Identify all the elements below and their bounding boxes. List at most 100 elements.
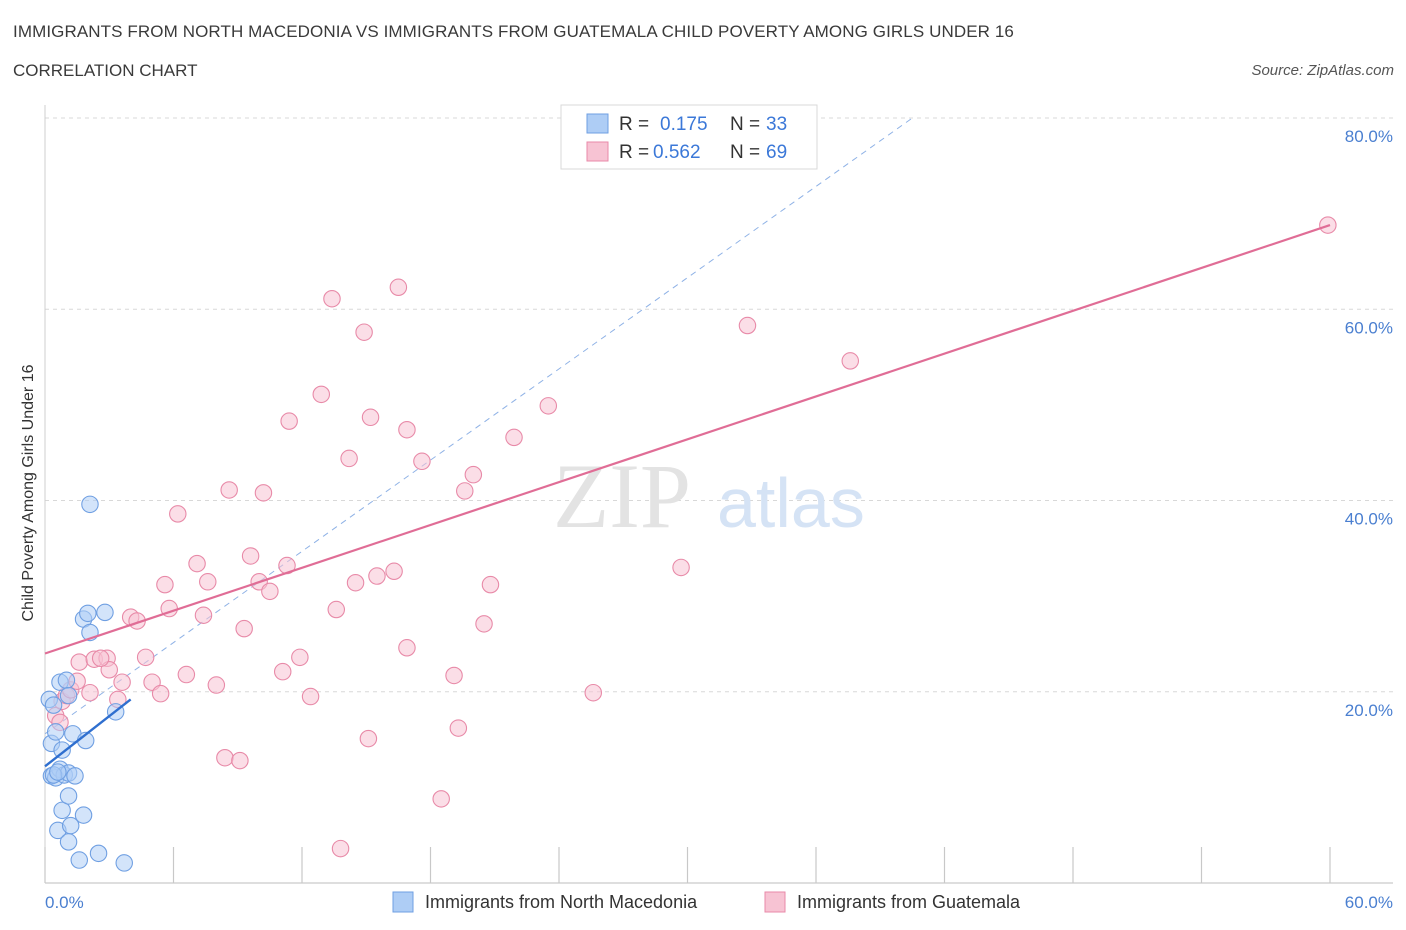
point-blue-12 (54, 742, 70, 758)
trend-line-pink (45, 225, 1330, 653)
point-pink-48 (369, 568, 385, 584)
point-pink-24 (200, 574, 216, 590)
point-pink-43 (341, 450, 357, 466)
point-pink-64 (673, 559, 689, 575)
point-pink-36 (281, 413, 297, 429)
point-blue-23 (60, 788, 76, 804)
point-pink-6 (71, 654, 87, 670)
point-pink-27 (221, 482, 237, 498)
legend-n-value-blue: 33 (766, 114, 787, 135)
y-tick-label-40: 40.0% (1345, 510, 1393, 529)
point-pink-58 (465, 466, 481, 482)
point-blue-8 (97, 604, 113, 620)
reference-dashed-line (45, 118, 912, 734)
legend-swatch-blue (587, 114, 608, 133)
point-pink-47 (362, 409, 378, 425)
point-pink-39 (313, 386, 329, 402)
y-tick-labels: 20.0% 40.0% 60.0% 80.0% (1345, 127, 1393, 720)
series-guatemala-points (48, 217, 1337, 857)
legend-swatch-pink (587, 142, 608, 161)
watermark: ZIP atlas (553, 445, 865, 547)
point-blue-4 (60, 687, 76, 703)
point-pink-28 (232, 752, 248, 768)
point-pink-34 (275, 663, 291, 679)
point-blue-11 (48, 724, 64, 740)
point-pink-26 (217, 750, 233, 766)
point-pink-38 (302, 688, 318, 704)
point-pink-54 (433, 791, 449, 807)
point-blue-32 (50, 764, 66, 780)
point-pink-56 (450, 720, 466, 736)
point-pink-51 (399, 640, 415, 656)
point-pink-18 (157, 576, 173, 592)
y-axis-title: Child Poverty Among Girls Under 16 (20, 364, 37, 621)
point-pink-68 (92, 650, 108, 666)
legend-r-value-pink: 0.562 (653, 142, 701, 163)
series-legend-label-pink: Immigrants from Guatemala (797, 892, 1021, 912)
grid-lines (45, 118, 1393, 692)
point-blue-6 (80, 605, 96, 621)
legend-r-label-blue: R = (619, 114, 649, 135)
reference-line (45, 118, 912, 734)
point-pink-46 (360, 730, 376, 746)
x-tick-label-min: 0.0% (45, 893, 84, 912)
point-pink-33 (262, 583, 278, 599)
y-tick-label-80: 80.0% (1345, 127, 1393, 146)
point-pink-44 (347, 575, 363, 591)
point-pink-62 (540, 398, 556, 414)
point-pink-15 (137, 649, 153, 665)
point-pink-20 (170, 506, 186, 522)
y-tick-label-60: 60.0% (1345, 318, 1393, 337)
correlation-legend: R = 0.175 N = 33 R = 0.562 N = 69 (561, 105, 817, 169)
point-pink-22 (189, 555, 205, 571)
point-blue-3 (58, 672, 74, 688)
point-pink-45 (356, 324, 372, 340)
point-pink-53 (414, 453, 430, 469)
series-legend: Immigrants from North Macedonia Immigran… (393, 892, 1021, 912)
series-legend-label-blue: Immigrants from North Macedonia (425, 892, 698, 912)
legend-n-label-blue: N = (730, 114, 760, 135)
point-pink-21 (178, 666, 194, 682)
legend-r-value-blue: 0.175 (660, 114, 708, 135)
point-pink-57 (457, 483, 473, 499)
point-pink-63 (585, 685, 601, 701)
point-blue-28 (71, 852, 87, 868)
point-pink-17 (152, 685, 168, 701)
point-pink-29 (236, 620, 252, 636)
legend-r-label-pink: R = (619, 142, 649, 163)
point-pink-59 (476, 616, 492, 632)
legend-n-label-pink: N = (730, 142, 760, 163)
point-blue-30 (116, 855, 132, 871)
point-pink-42 (332, 840, 348, 856)
scatter-chart: ZIP atlas 20.0% 40.0% 60.0% 80.0% 0.0% 60.0… (0, 0, 1406, 930)
point-pink-52 (399, 422, 415, 438)
watermark-atlas: atlas (717, 464, 865, 542)
point-pink-60 (482, 576, 498, 592)
point-pink-25 (208, 677, 224, 693)
point-pink-65 (739, 317, 755, 333)
point-pink-30 (242, 548, 258, 564)
x-tick-label-max: 60.0% (1345, 893, 1393, 912)
series-legend-swatch-pink (765, 892, 785, 912)
point-blue-27 (60, 834, 76, 850)
series-legend-swatch-blue (393, 892, 413, 912)
point-pink-49 (386, 563, 402, 579)
point-pink-50 (390, 279, 406, 295)
point-pink-7 (82, 685, 98, 701)
point-pink-40 (324, 291, 340, 307)
point-blue-29 (90, 845, 106, 861)
y-tick-label-20: 20.0% (1345, 701, 1393, 720)
point-blue-1 (45, 697, 61, 713)
point-pink-12 (114, 674, 130, 690)
point-blue-26 (62, 817, 78, 833)
point-pink-32 (255, 485, 271, 501)
point-pink-41 (328, 601, 344, 617)
point-pink-61 (506, 429, 522, 445)
point-pink-66 (842, 353, 858, 369)
point-blue-9 (82, 496, 98, 512)
point-pink-23 (195, 607, 211, 623)
point-pink-37 (292, 649, 308, 665)
legend-n-value-pink: 69 (766, 142, 787, 163)
point-pink-55 (446, 667, 462, 683)
point-blue-21 (67, 768, 83, 784)
